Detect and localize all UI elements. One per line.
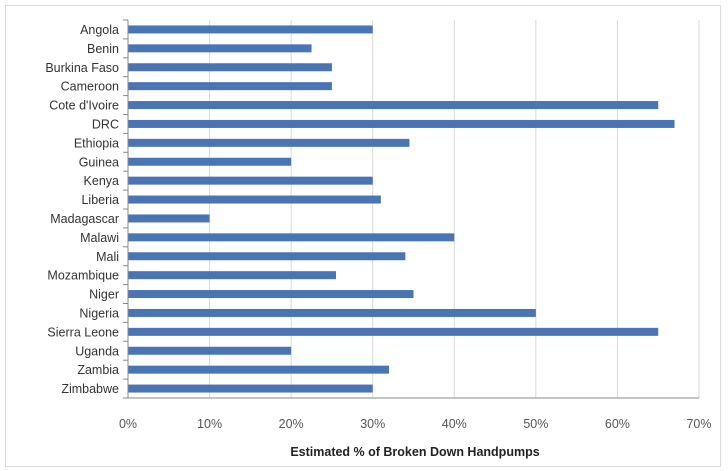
bar (128, 82, 332, 91)
bar (128, 25, 373, 34)
bar (128, 271, 337, 280)
bars (128, 25, 675, 393)
category-label: Cameroon (61, 80, 119, 94)
category-label: Zimbabwe (61, 382, 119, 396)
x-axis-title: Estimated % of Broken Down Handpumps (290, 445, 539, 459)
bar (128, 290, 414, 299)
category-label: Niger (89, 288, 119, 302)
category-label: Madagascar (50, 212, 119, 226)
category-label: Uganda (75, 344, 119, 358)
bar (128, 119, 675, 128)
category-label: Liberia (81, 193, 119, 207)
bar (128, 346, 292, 355)
category-label: Burkina Faso (45, 61, 119, 75)
x-tick-label: 70% (686, 417, 711, 431)
category-label: Malawi (80, 231, 119, 245)
x-tick-label: 40% (442, 417, 467, 431)
bar (128, 176, 373, 185)
bar (128, 384, 373, 393)
category-label: Angola (80, 23, 119, 37)
category-label: Mozambique (47, 269, 119, 283)
bar (128, 252, 406, 261)
x-tick-label: 60% (605, 417, 630, 431)
bar (128, 44, 312, 53)
x-tick-labels: 0% 10% 20% 30% 40% 50% 60% 70% (119, 417, 712, 431)
category-label: Cote d'Ivoire (49, 99, 119, 113)
bar-chart: Angola Benin Burkina Faso Cameroon Cote d'Iv… (45, 19, 712, 459)
x-tick-label: 20% (279, 417, 304, 431)
category-label: DRC (92, 117, 119, 131)
x-tick-label: 30% (360, 417, 385, 431)
category-label: Benin (87, 42, 119, 56)
bar (128, 365, 390, 374)
bar (128, 214, 210, 223)
category-label: Guinea (79, 155, 119, 169)
bar (128, 63, 332, 72)
bar (128, 233, 455, 242)
x-tick-label: 0% (119, 417, 137, 431)
bar (128, 195, 381, 204)
category-labels: Angola Benin Burkina Faso Cameroon Cote d'Iv… (45, 23, 119, 396)
bar (128, 138, 410, 147)
chart-frame: Angola Benin Burkina Faso Cameroon Cote d'Iv… (5, 5, 721, 467)
x-tick-label: 10% (197, 417, 222, 431)
category-label: Kenya (84, 174, 119, 188)
bar (128, 157, 292, 166)
bar (128, 101, 659, 110)
category-label: Sierra Leone (47, 325, 119, 339)
category-label: Mali (96, 250, 119, 264)
axes (123, 19, 699, 399)
x-tick-label: 50% (523, 417, 548, 431)
category-label: Zambia (77, 363, 119, 377)
bar (128, 327, 659, 336)
category-label: Nigeria (79, 306, 119, 320)
bar (128, 308, 536, 317)
gridlines (209, 20, 700, 398)
category-label: Ethiopia (74, 136, 119, 150)
